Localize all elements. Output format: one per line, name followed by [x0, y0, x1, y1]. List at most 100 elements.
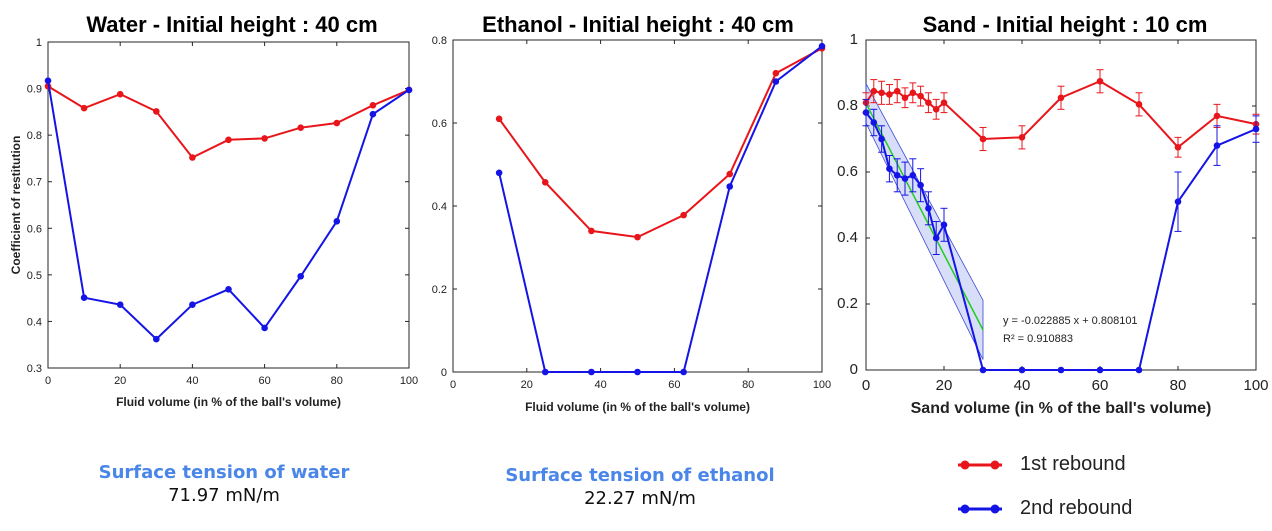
- x-tick-label: 80: [331, 375, 343, 387]
- ethanol-surface-tension-value: 22.27 mN/m: [584, 488, 696, 509]
- y-tick-label: 0.3: [27, 363, 42, 375]
- x-axis-label: Fluid volume (in % of the ball's volume): [525, 400, 750, 414]
- y-tick-label: 0.5: [27, 270, 42, 282]
- data-point: [772, 78, 780, 85]
- y-tick-label: 1: [36, 37, 42, 49]
- data-point: [893, 87, 901, 95]
- data-point: [932, 106, 940, 113]
- data-point: [1018, 134, 1026, 141]
- series-line-1st-rebound: [498, 47, 823, 239]
- data-point: [297, 272, 305, 280]
- data-point: [901, 94, 909, 102]
- fit-r-squared: R² = 0.910883: [1003, 333, 1073, 345]
- x-tick-label: 20: [521, 379, 533, 391]
- data-point: [44, 77, 52, 84]
- sand-chart: Sand - Initial height : 10 cm0 20 40 60 80 10…: [837, 12, 1268, 417]
- data-point: [189, 301, 196, 308]
- data-point: [726, 170, 734, 178]
- x-tick-label: 80: [742, 379, 754, 391]
- y-tick-label: 0.8: [27, 130, 42, 142]
- y-tick-label: 1: [850, 31, 858, 48]
- plot-area: [452, 39, 823, 373]
- data-point: [369, 102, 377, 109]
- data-point: [634, 368, 641, 376]
- data-point: [1057, 94, 1065, 102]
- data-point: [886, 91, 893, 98]
- data-point: [925, 99, 932, 106]
- legend-marker-1st-rebound: [958, 460, 1002, 470]
- data-point: [495, 115, 503, 123]
- y-tick-label: 0.2: [432, 284, 447, 296]
- data-point: [1096, 366, 1104, 374]
- chart-title: Ethanol - Initial height : 40 cm: [482, 12, 794, 37]
- data-point: [917, 92, 924, 100]
- data-point: [680, 211, 687, 219]
- x-tick-label: 20: [936, 377, 953, 394]
- data-point: [153, 335, 160, 343]
- ethanol-surface-tension-title: Surface tension of ethanol: [505, 465, 775, 486]
- data-point: [588, 227, 595, 235]
- ethanol-caption: Surface tension of ethanol 22.27 mN/m: [490, 465, 790, 509]
- data-point: [870, 87, 878, 95]
- y-tick-label: 0.6: [837, 163, 858, 180]
- x-tick-label: 60: [1092, 377, 1109, 394]
- data-point: [541, 179, 549, 186]
- data-point: [1096, 77, 1104, 85]
- x-tick-label: 20: [114, 375, 126, 387]
- y-tick-label: 0: [850, 361, 858, 378]
- data-point: [862, 109, 870, 116]
- data-point: [588, 368, 595, 376]
- data-point: [940, 99, 948, 106]
- water-surface-tension-title: Surface tension of water: [98, 462, 350, 483]
- y-tick-label: 0.8: [432, 35, 447, 47]
- y-tick-label: 0.9: [27, 84, 42, 96]
- data-point: [909, 172, 917, 179]
- data-point: [116, 90, 124, 98]
- data-point: [261, 135, 268, 142]
- data-point: [297, 124, 305, 131]
- y-tick-label: 0.6: [432, 118, 447, 130]
- y-tick-label: 0.8: [837, 97, 858, 114]
- x-tick-label: 40: [594, 379, 606, 391]
- data-point: [893, 172, 901, 179]
- x-axis-label: Fluid volume (in % of the ball's volume): [116, 395, 341, 409]
- x-tick-label: 80: [1170, 377, 1187, 394]
- data-point: [1057, 366, 1065, 374]
- x-tick-label: 40: [186, 375, 198, 387]
- data-point: [80, 294, 88, 301]
- y-tick-label: 0.4: [432, 201, 447, 213]
- x-tick-label: 0: [862, 377, 870, 394]
- data-point: [925, 205, 932, 212]
- y-tick-label: 0: [441, 367, 447, 379]
- data-point: [80, 104, 88, 112]
- y-axis-label: Coefficient of restitution: [9, 136, 23, 275]
- chart-title: Water - Initial height : 40 cm: [86, 12, 377, 37]
- data-point: [932, 234, 940, 242]
- data-point: [1135, 101, 1143, 108]
- data-point: [495, 169, 503, 177]
- data-point: [225, 285, 232, 293]
- y-tick-label: 0.4: [27, 316, 42, 328]
- data-point: [726, 183, 734, 190]
- fit-line: [865, 102, 984, 331]
- data-point: [940, 221, 948, 229]
- data-point: [225, 136, 232, 144]
- data-point: [917, 181, 924, 189]
- data-point: [1213, 142, 1221, 149]
- data-point: [1174, 198, 1182, 205]
- data-point: [1135, 366, 1143, 374]
- x-tick-label: 100: [1243, 377, 1268, 394]
- chart-title: Sand - Initial height : 10 cm: [923, 12, 1208, 37]
- y-tick-label: 0.6: [27, 223, 42, 235]
- x-tick-label: 60: [258, 375, 270, 387]
- data-point: [405, 86, 413, 94]
- data-point: [369, 110, 377, 118]
- x-tick-label: 40: [1014, 377, 1031, 394]
- x-tick-label: 0: [450, 379, 456, 391]
- x-tick-label: 60: [668, 379, 680, 391]
- legend-label-2nd-rebound: 2nd rebound: [1020, 497, 1133, 519]
- data-point: [333, 218, 341, 225]
- y-tick-label: 0.7: [27, 177, 42, 189]
- x-axis-label: Sand volume (in % of the ball's volume): [911, 400, 1212, 417]
- data-point: [153, 108, 160, 115]
